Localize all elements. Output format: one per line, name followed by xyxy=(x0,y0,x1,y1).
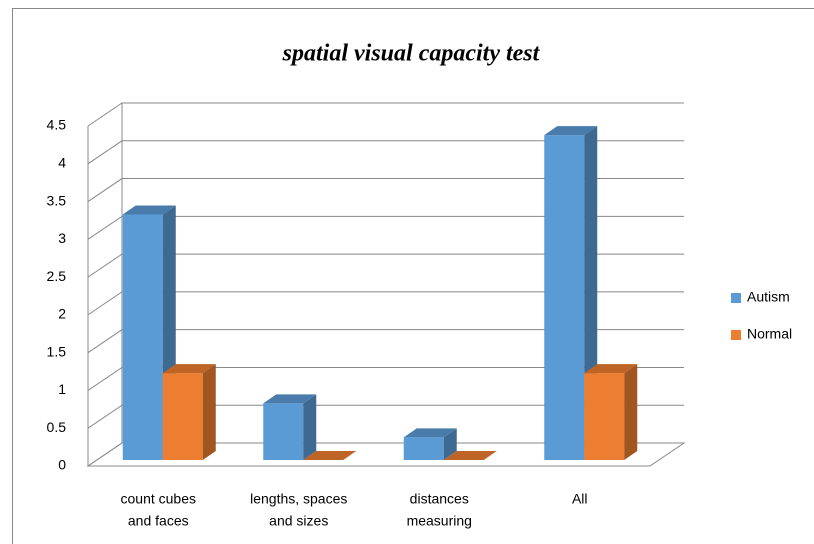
x-tick-label: count cubes xyxy=(121,491,197,507)
bar-side xyxy=(443,428,457,460)
grid-line xyxy=(87,253,684,278)
chart-title: spatial visual capacity test xyxy=(282,41,541,67)
bar-side xyxy=(624,364,638,460)
bar-top xyxy=(544,126,598,136)
grid-line xyxy=(87,404,684,429)
bar-top xyxy=(303,451,357,460)
x-tick-label: distances xyxy=(410,491,469,507)
grid-line xyxy=(87,329,684,354)
y-tick-label: 3 xyxy=(58,230,66,246)
bar-top xyxy=(122,205,176,215)
y-tick-label: 1.5 xyxy=(47,343,67,359)
x-tick-label: lengths, spaces xyxy=(250,491,347,507)
y-tick-label: 2 xyxy=(58,306,66,322)
bar-side xyxy=(303,394,317,460)
bar xyxy=(443,451,497,460)
x-tick-label: measuring xyxy=(407,513,472,529)
bar-top xyxy=(263,394,317,404)
x-tick-label: and faces xyxy=(128,513,189,529)
x-tick-label: and sizes xyxy=(269,513,328,529)
grid-line xyxy=(87,442,684,467)
chart-frame xyxy=(12,8,814,544)
bar xyxy=(263,394,317,460)
grid-line xyxy=(87,102,684,127)
bar-side xyxy=(202,364,216,460)
bar-front xyxy=(544,135,585,460)
y-tick-label: 1 xyxy=(58,381,66,397)
bar xyxy=(162,364,216,460)
bar-top xyxy=(403,428,457,438)
bar-top xyxy=(162,364,216,374)
y-tick-label: 2.5 xyxy=(47,268,67,284)
bar-front xyxy=(403,437,444,460)
y-tick-label: 3.5 xyxy=(47,192,67,208)
x-tick-label: All xyxy=(572,491,588,507)
legend-label: Normal xyxy=(747,326,792,342)
bar-top xyxy=(584,364,638,374)
legend-swatch xyxy=(731,293,741,303)
bar xyxy=(303,451,357,460)
bar-front xyxy=(584,373,625,460)
y-tick-label: 0.5 xyxy=(47,419,67,435)
bar xyxy=(584,364,638,460)
grid-line xyxy=(87,215,684,240)
y-tick-label: 0 xyxy=(58,457,66,473)
grid-line xyxy=(87,178,684,202)
legend-label: Autism xyxy=(747,289,790,305)
bar-front xyxy=(263,403,304,460)
legend-swatch xyxy=(731,330,741,340)
bar-front xyxy=(122,214,163,460)
y-tick-label: 4 xyxy=(58,154,66,170)
grid-line xyxy=(87,140,684,165)
bar xyxy=(403,428,457,460)
y-tick-label: 4.5 xyxy=(47,117,67,133)
bar-top xyxy=(443,451,497,460)
grid-line xyxy=(87,366,684,391)
bar-front xyxy=(162,373,203,460)
grid-line xyxy=(87,291,684,316)
